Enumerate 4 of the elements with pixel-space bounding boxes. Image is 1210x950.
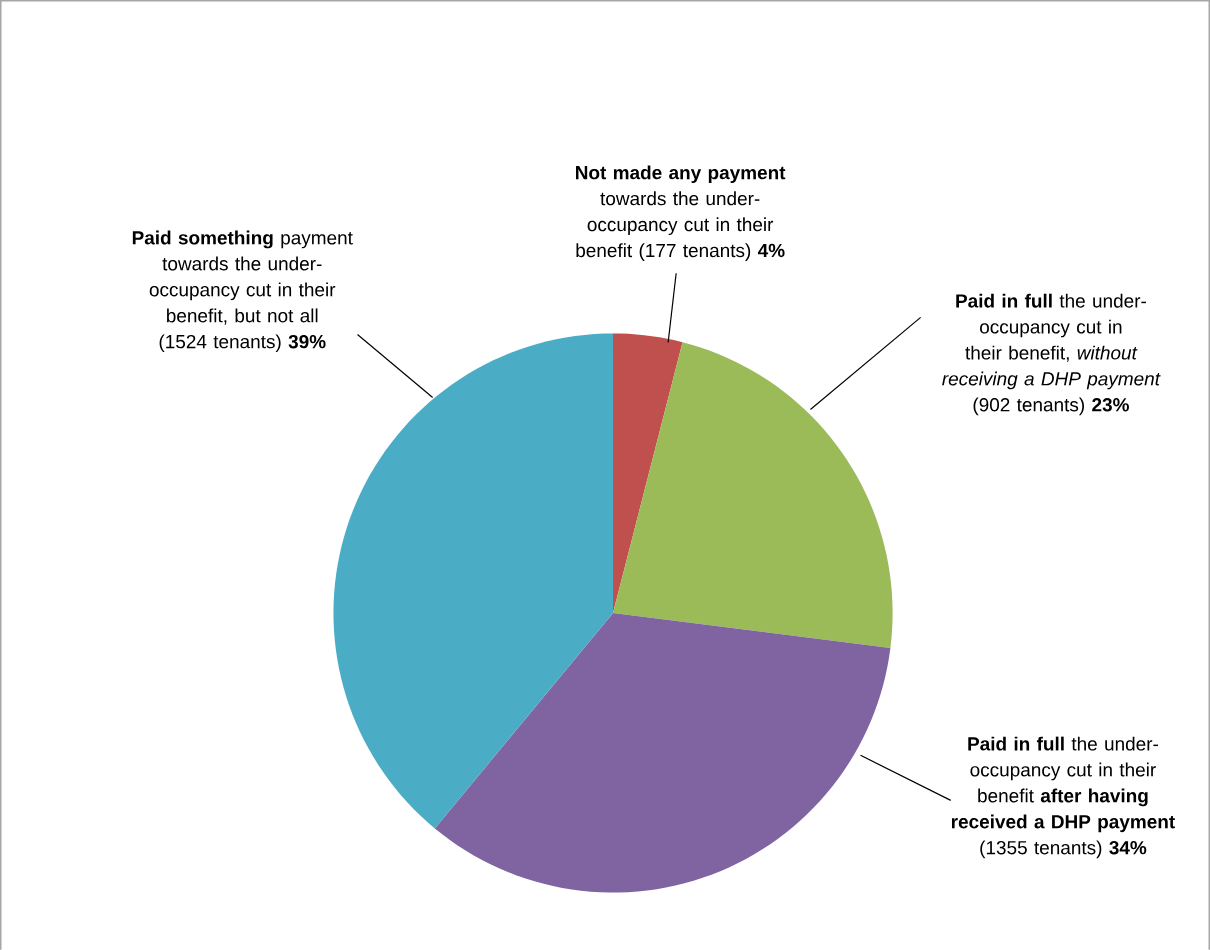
slice-label: Not made any payment towards the under-occupancy cut in their benefit (177 tenants) 4%: [576, 165, 786, 261]
slice-label: Paid in full the under-occupancy cut in their benefit after having received a DHP payment (1355 tenants) 34%: [951, 736, 1175, 858]
slice-label: Paid in full the under-occupancy cut in their benefit, without receiving a DHP payment (902 tenants) 23%: [942, 293, 1161, 415]
slice-label: Paid something payment towards the under-occupancy cut in their benefit, but not all (1524 tenants) 39%: [132, 230, 353, 352]
